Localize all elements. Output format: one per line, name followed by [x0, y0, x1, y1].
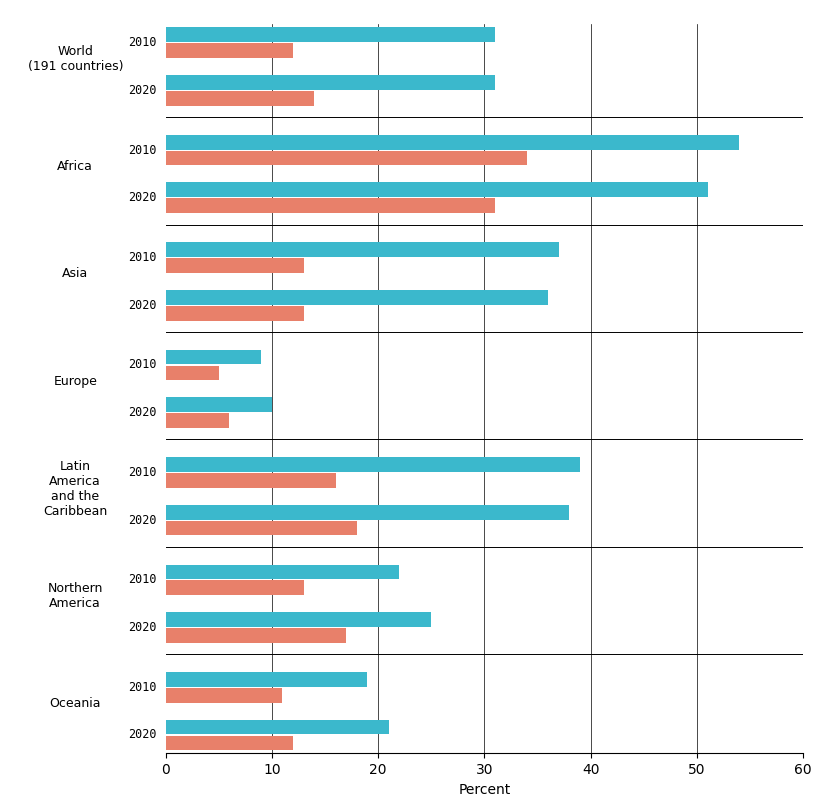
Text: Europe: Europe: [53, 375, 97, 388]
Bar: [165, 350, 261, 364]
Text: Northern
America: Northern America: [47, 582, 103, 610]
Text: 2010: 2010: [128, 681, 157, 694]
Text: 2010: 2010: [128, 36, 157, 49]
Text: Asia: Asia: [62, 267, 88, 280]
Text: Africa: Africa: [57, 160, 93, 173]
Bar: [165, 581, 304, 595]
Bar: [165, 521, 356, 535]
Bar: [165, 91, 314, 105]
Bar: [165, 198, 495, 213]
Bar: [165, 612, 431, 627]
Bar: [165, 182, 706, 197]
Text: 2020: 2020: [128, 406, 157, 419]
Bar: [165, 75, 495, 90]
Bar: [165, 305, 304, 321]
Bar: [165, 672, 367, 687]
Bar: [165, 134, 739, 150]
Bar: [165, 28, 495, 42]
Text: Oceania: Oceania: [50, 697, 101, 710]
Bar: [165, 505, 569, 519]
Bar: [165, 365, 218, 381]
Text: 2010: 2010: [128, 251, 157, 264]
Text: World
(191 countries): World (191 countries): [27, 45, 123, 73]
Text: 2020: 2020: [128, 621, 157, 634]
Text: 2010: 2010: [128, 573, 157, 586]
Text: 2020: 2020: [128, 83, 157, 96]
Bar: [165, 151, 526, 165]
Text: 2020: 2020: [128, 191, 157, 204]
Bar: [165, 688, 282, 703]
Bar: [165, 628, 346, 643]
Text: 2010: 2010: [128, 466, 157, 479]
Text: Latin
America
and the
Caribbean: Latin America and the Caribbean: [43, 460, 108, 518]
Bar: [165, 413, 229, 428]
Bar: [165, 565, 399, 579]
Text: 2010: 2010: [128, 143, 157, 156]
Bar: [165, 43, 293, 58]
Bar: [165, 719, 389, 735]
X-axis label: Percent: Percent: [457, 782, 510, 796]
Bar: [165, 397, 271, 412]
Bar: [165, 473, 335, 488]
Bar: [165, 735, 293, 750]
Text: 2020: 2020: [128, 299, 157, 312]
Text: 2020: 2020: [128, 728, 157, 741]
Text: 2010: 2010: [128, 359, 157, 372]
Bar: [165, 242, 558, 257]
Bar: [165, 258, 304, 273]
Text: 2020: 2020: [128, 514, 157, 526]
Bar: [165, 457, 579, 472]
Bar: [165, 290, 547, 305]
